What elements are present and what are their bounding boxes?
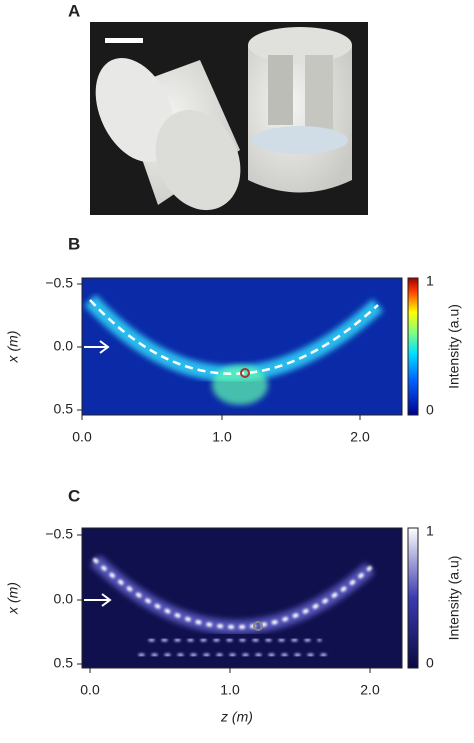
x-tick-label: 2.0 xyxy=(360,682,380,698)
colorbar xyxy=(408,278,418,415)
x-tick-label: 1.0 xyxy=(220,682,240,698)
colorbar-label: Intensity (a.u) xyxy=(446,304,462,389)
x-tick-label: 2.0 xyxy=(350,429,370,445)
x-tick-label: 1.0 xyxy=(212,429,232,445)
colorbar-min: 0 xyxy=(426,402,434,418)
panel-label: C xyxy=(68,486,80,505)
colorbar-frame xyxy=(407,527,419,669)
x-tick-label: 0.0 xyxy=(80,682,100,698)
y-tick-label: −0.5 xyxy=(45,275,73,291)
heatmap xyxy=(82,278,402,415)
y-axis-label: x (m) xyxy=(5,331,21,364)
colorbar-frame xyxy=(407,277,419,416)
plot-frame xyxy=(81,527,403,669)
y-tick-label: −0.5 xyxy=(45,526,73,542)
y-tick-label: 0.5 xyxy=(54,655,74,671)
y-tick-label: 0.0 xyxy=(54,338,74,354)
y-tick-label: 0.0 xyxy=(54,591,74,607)
photo xyxy=(90,22,368,215)
x-tick-label: 0.0 xyxy=(72,429,92,445)
colorbar-min: 0 xyxy=(426,655,434,671)
colorbar-max: 1 xyxy=(426,273,434,289)
colorbar xyxy=(408,528,418,668)
y-tick-label: 0.5 xyxy=(54,401,74,417)
panel-label: A xyxy=(68,1,80,20)
y-axis-label: x (m) xyxy=(5,582,21,615)
x-axis-label: z (m) xyxy=(220,709,253,725)
heatmap xyxy=(82,528,402,668)
colorbar-label: Intensity (a.u) xyxy=(446,556,462,641)
panel-label: B xyxy=(68,234,80,253)
colorbar-max: 1 xyxy=(426,523,434,539)
